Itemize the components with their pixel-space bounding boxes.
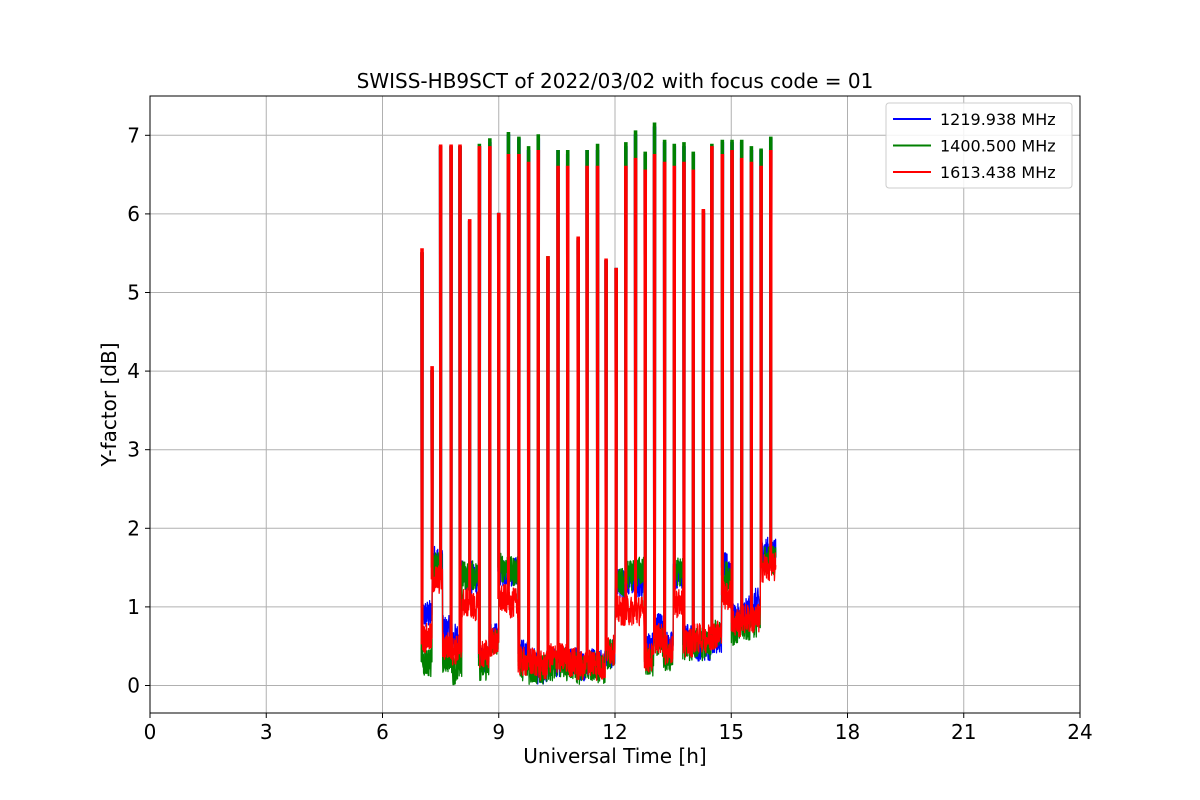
- series-spike: [614, 267, 618, 611]
- x-tick-label: 6: [376, 720, 389, 744]
- series-spike: [624, 165, 628, 611]
- series-spike: [749, 161, 754, 619]
- y-tick-label: 5: [127, 280, 140, 304]
- x-tick-label: 24: [1067, 720, 1092, 744]
- y-tick-label: 7: [127, 123, 140, 147]
- legend-frame: [885, 102, 1073, 189]
- series-spike: [595, 165, 600, 666]
- y-tick-label: 0: [127, 673, 140, 697]
- series-spike: [565, 165, 570, 662]
- series-spike: [682, 161, 686, 643]
- series-spike: [604, 258, 608, 651]
- legend: 1219.938 MHz 1400.500 MHz 1613.438 MHz: [885, 102, 1073, 189]
- series-spike: [496, 212, 501, 600]
- series-spike: [652, 153, 657, 639]
- series-spike: [430, 366, 434, 580]
- x-tick-label: 18: [835, 720, 860, 744]
- series-spike: [691, 169, 696, 639]
- series-spike: [556, 165, 560, 658]
- x-tick-label: 15: [719, 720, 744, 744]
- series-spike: [458, 144, 462, 651]
- series-spike: [449, 144, 453, 647]
- series-spike: [438, 144, 443, 580]
- series-spike: [672, 165, 677, 603]
- series-spike: [477, 146, 482, 655]
- series-spike: [643, 169, 648, 658]
- series-spike: [710, 146, 714, 635]
- series-spike: [420, 248, 424, 639]
- series-spike: [768, 150, 773, 568]
- legend-label: 1219.938 MHz: [940, 110, 1056, 129]
- series-spike: [536, 150, 541, 666]
- series-spike: [488, 146, 492, 643]
- series-spike: [506, 153, 511, 603]
- y-tick-label: 2: [127, 516, 140, 540]
- y-tick-label: 3: [127, 438, 140, 462]
- series-spike: [739, 157, 744, 619]
- legend-label: 1400.500 MHz: [940, 137, 1056, 156]
- series-spike: [701, 208, 706, 639]
- y-axis-label: Y-factor [dB]: [97, 342, 121, 467]
- series-spike: [730, 150, 734, 623]
- legend-label: 1613.438 MHz: [940, 163, 1056, 182]
- x-axis-label: Universal Time [h]: [523, 744, 706, 768]
- series-spike: [517, 153, 521, 662]
- y-tick-label: 1: [127, 595, 140, 619]
- series-spike: [467, 219, 472, 603]
- x-tick-label: 9: [492, 720, 505, 744]
- series-spike: [526, 161, 531, 662]
- x-tick-label: 21: [951, 720, 976, 744]
- series-spike: [759, 165, 763, 568]
- x-tick-label: 12: [602, 720, 627, 744]
- y-tick-label: 4: [127, 359, 140, 383]
- series-spike: [546, 256, 550, 658]
- x-axis-ticks: 0 3 6 9 12 15 18 21 24: [144, 713, 1093, 744]
- y-axis-ticks: 0 1 2 3 4 5 6 7: [127, 123, 150, 697]
- x-tick-label: 3: [260, 720, 273, 744]
- series-spike: [585, 165, 589, 662]
- series-spike: [633, 157, 638, 611]
- series-spike: [662, 161, 667, 651]
- series-layer: [420, 122, 777, 686]
- y-tick-label: 6: [127, 202, 140, 226]
- series-spike: [576, 236, 580, 666]
- series-spike: [720, 153, 725, 596]
- chart-title: SWISS-HB9SCT of 2022/03/02 with focus co…: [357, 69, 874, 93]
- x-tick-label: 0: [144, 720, 157, 744]
